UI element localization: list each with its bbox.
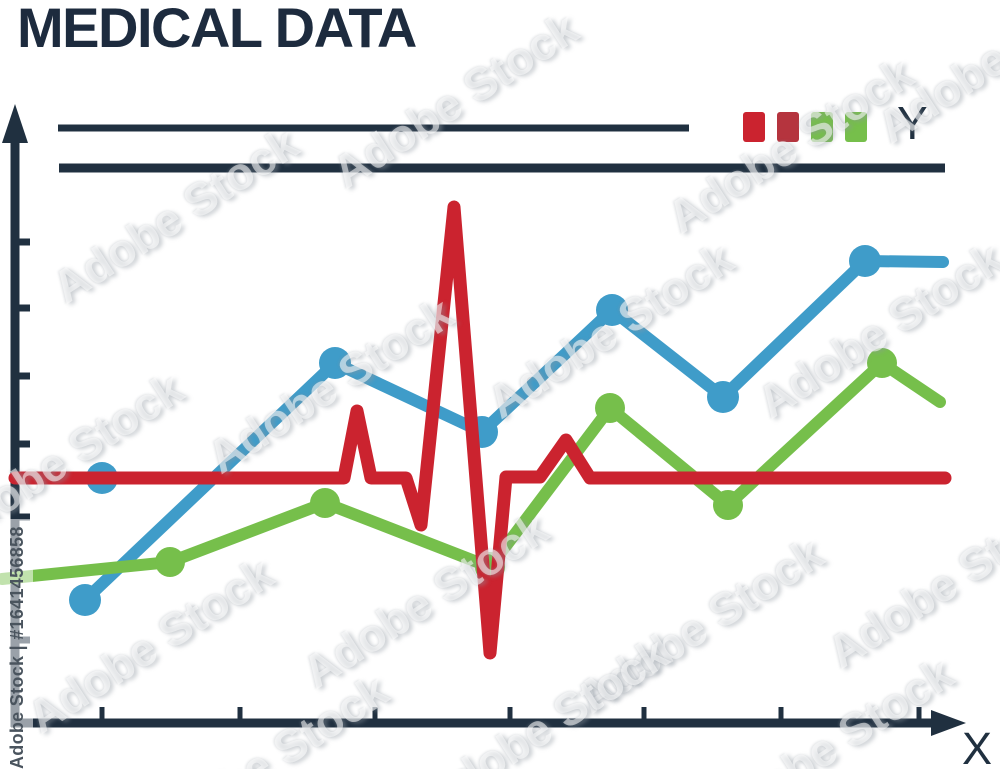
stock-id-label: Adobe Stock | #1641456858 — [7, 526, 27, 769]
green-line-group — [0, 348, 946, 585]
y-axis-label: Y — [897, 97, 928, 149]
header-rules — [58, 124, 945, 173]
blue-line-marker — [707, 381, 739, 413]
x-axis-arrowhead-icon — [931, 710, 966, 736]
green-line-marker — [310, 488, 340, 518]
legend-square-red-2 — [777, 112, 799, 142]
legend-square-red-1 — [743, 112, 765, 142]
green-line-marker — [867, 348, 897, 378]
blue-line-group — [69, 245, 949, 616]
legend-square-green-2 — [845, 112, 867, 142]
red-ecg-line — [8, 200, 952, 660]
chart-series — [0, 200, 952, 660]
blue-line-marker — [849, 245, 881, 277]
blue-line-marker — [319, 347, 351, 379]
blue-line-marker — [69, 584, 101, 616]
legend-square-green-1 — [811, 112, 833, 142]
legend-swatches — [743, 112, 867, 142]
page-title: MEDICAL DATA — [17, 0, 417, 59]
green-line-marker — [595, 393, 625, 423]
red-ecg-line-group — [8, 200, 952, 660]
blue-line-marker — [596, 294, 628, 326]
green-line-marker — [713, 490, 743, 520]
x-axis-label: X — [962, 723, 993, 769]
y-axis-arrowhead-icon — [2, 104, 28, 143]
stock-watermark-box: Adobe Stock | #1641456858 — [0, 519, 33, 769]
green-line-marker — [155, 547, 185, 577]
green-line — [0, 357, 946, 585]
x-axis-ticks — [99, 707, 922, 723]
